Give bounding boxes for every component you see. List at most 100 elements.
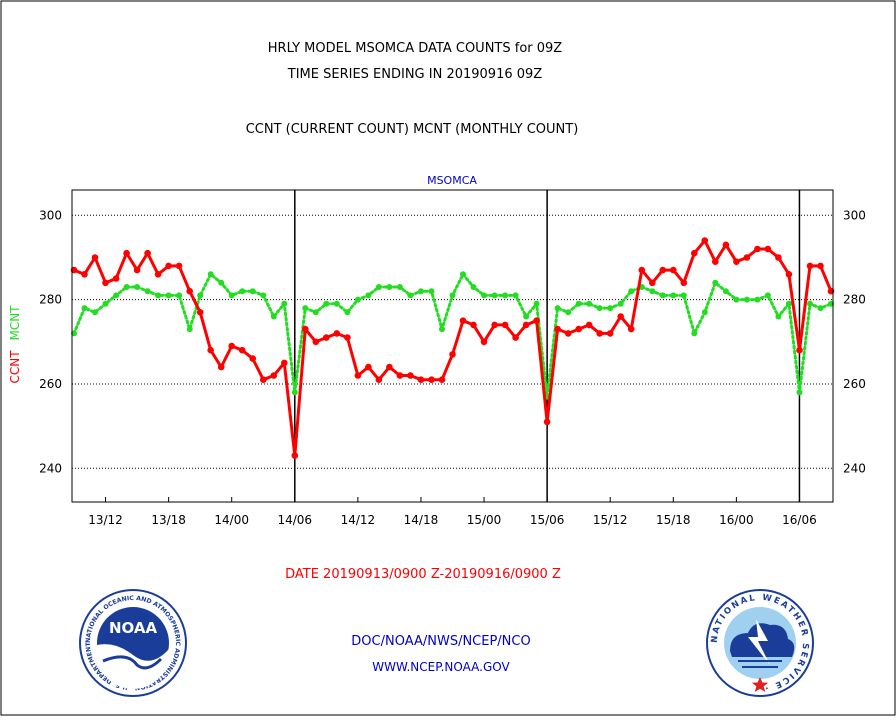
mcnt-data-point <box>407 292 414 299</box>
x-tick-label: 16/06 <box>782 513 817 527</box>
ccnt-data-point <box>91 254 99 261</box>
mcnt-data-point <box>228 292 235 299</box>
mcnt-data-point <box>439 326 445 333</box>
mcnt-data-point <box>207 271 214 278</box>
mcnt-data-point <box>785 300 792 307</box>
ccnt-data-point <box>217 363 225 371</box>
ccnt-data-point <box>291 452 299 459</box>
plot-area-border <box>71 189 834 503</box>
ccnt-data-point <box>680 279 688 287</box>
ccnt-data-point <box>344 334 351 341</box>
mcnt-data-point <box>607 305 614 312</box>
ccnt-data-point <box>323 334 330 341</box>
ccnt-data-point <box>438 376 446 384</box>
y-tick-label-left: 240 <box>39 461 62 475</box>
mcnt-data-point <box>375 284 382 290</box>
series-layer <box>70 237 835 459</box>
mcnt-data-point <box>481 292 487 299</box>
mcnt-data-point <box>586 300 593 307</box>
mcnt-data-point <box>659 292 666 299</box>
ccnt-data-point <box>501 321 509 329</box>
mcnt-data-point <box>575 300 582 307</box>
y-tick-label-left: 300 <box>39 208 62 222</box>
ccnt-data-point <box>396 372 404 379</box>
mcnt-data-point <box>775 313 782 320</box>
ccnt-data-point <box>585 321 593 329</box>
ccnt-data-point <box>281 359 288 367</box>
y-tick-label-left: 260 <box>39 377 62 391</box>
ccnt-data-point <box>228 342 235 350</box>
mcnt-data-point <box>249 288 256 295</box>
ccnt-data-point <box>133 266 141 274</box>
ccnt-data-point <box>470 321 477 329</box>
ccnt-data-point <box>365 363 372 371</box>
chart-title-line1: HRLY MODEL MSOMCA DATA COUNTS for 09Z <box>268 41 563 56</box>
ccnt-data-point <box>123 249 130 257</box>
x-tick-label: 14/00 <box>214 513 249 527</box>
mcnt-data-point <box>396 284 403 290</box>
ccnt-data-point <box>449 351 456 358</box>
mcnt-data-point <box>764 292 771 299</box>
mcnt-data-point <box>470 284 477 290</box>
mcnt-data-point <box>81 305 88 312</box>
noaa-logo: NATIONAL OCEANIC AND ATMOSPHERIC ADMINIS… <box>79 589 187 697</box>
ccnt-data-point <box>459 317 467 325</box>
nws-logo: NATIONAL WEATHER SERVICE · <box>706 589 814 697</box>
mcnt-data-point <box>260 292 267 299</box>
ccnt-data-point <box>186 287 193 295</box>
mcnt-data-point <box>302 305 309 312</box>
ccnt-data-point <box>480 338 488 346</box>
mcnt-data-point <box>502 292 509 299</box>
mcnt-data-point <box>165 292 172 299</box>
ccnt-data-point <box>175 262 183 270</box>
ccnt-data-point <box>754 245 761 253</box>
ccnt-data-point <box>659 266 667 274</box>
mcnt-data-point <box>354 296 361 303</box>
ccnt-data-point <box>491 321 498 329</box>
mcnt-data-point <box>680 292 687 299</box>
mcnt-data-point <box>712 279 719 286</box>
x-tick-label: 15/06 <box>530 513 565 527</box>
mcnt-data-point <box>796 389 803 396</box>
mcnt-data-point <box>134 284 141 290</box>
ccnt-data-point <box>817 262 824 270</box>
ccnt-data-point <box>627 325 635 333</box>
mcnt-data-point <box>722 288 729 295</box>
mcnt-data-point <box>92 309 98 316</box>
x-tick-label: 14/12 <box>341 513 376 527</box>
mcnt-data-point <box>817 305 824 312</box>
org-line: DOC/NOAA/NWS/NCEP/NCO <box>351 634 530 649</box>
mcnt-data-point <box>554 305 561 312</box>
ccnt-data-point <box>428 376 435 384</box>
y-axis-title-group: CCNT MCNT <box>8 305 22 384</box>
ccnt-data-point <box>554 325 561 333</box>
ccnt-data-point <box>375 376 383 384</box>
ccnt-data-point <box>112 275 120 282</box>
x-tick-label: 15/12 <box>593 513 628 527</box>
mcnt-data-point <box>144 288 151 295</box>
ccnt-data-point <box>207 346 214 354</box>
mcnt-data-point <box>670 292 677 299</box>
mcnt-data-point <box>123 284 130 290</box>
ccnt-data-point <box>333 330 341 337</box>
x-tick-label: 14/06 <box>277 513 312 527</box>
mcnt-data-point <box>333 300 340 307</box>
ccnt-data-point <box>596 330 603 337</box>
ccnt-data-point <box>670 266 677 274</box>
x-tick-label: 16/00 <box>719 513 754 527</box>
date-range-label: DATE 20190913/0900 Z-20190916/0900 Z <box>285 567 561 582</box>
mcnt-data-point <box>533 300 540 307</box>
ccnt-data-point <box>733 258 740 266</box>
y-axis-label-mcnt: MCNT <box>8 305 22 341</box>
noaa-logo-text: NOAA <box>109 619 158 637</box>
y-tick-label-right: 280 <box>843 293 866 307</box>
mcnt-data-point <box>428 288 435 295</box>
x-tick-label: 13/12 <box>88 513 123 527</box>
ccnt-data-point <box>154 271 162 278</box>
ccnt-data-point <box>649 279 656 287</box>
x-tick-label: 14/18 <box>404 513 439 527</box>
mcnt-data-point <box>449 292 456 299</box>
ccnt-data-point <box>417 376 425 384</box>
ccnt-data-point <box>238 346 246 354</box>
plot-title: MSOMCA <box>427 174 477 187</box>
